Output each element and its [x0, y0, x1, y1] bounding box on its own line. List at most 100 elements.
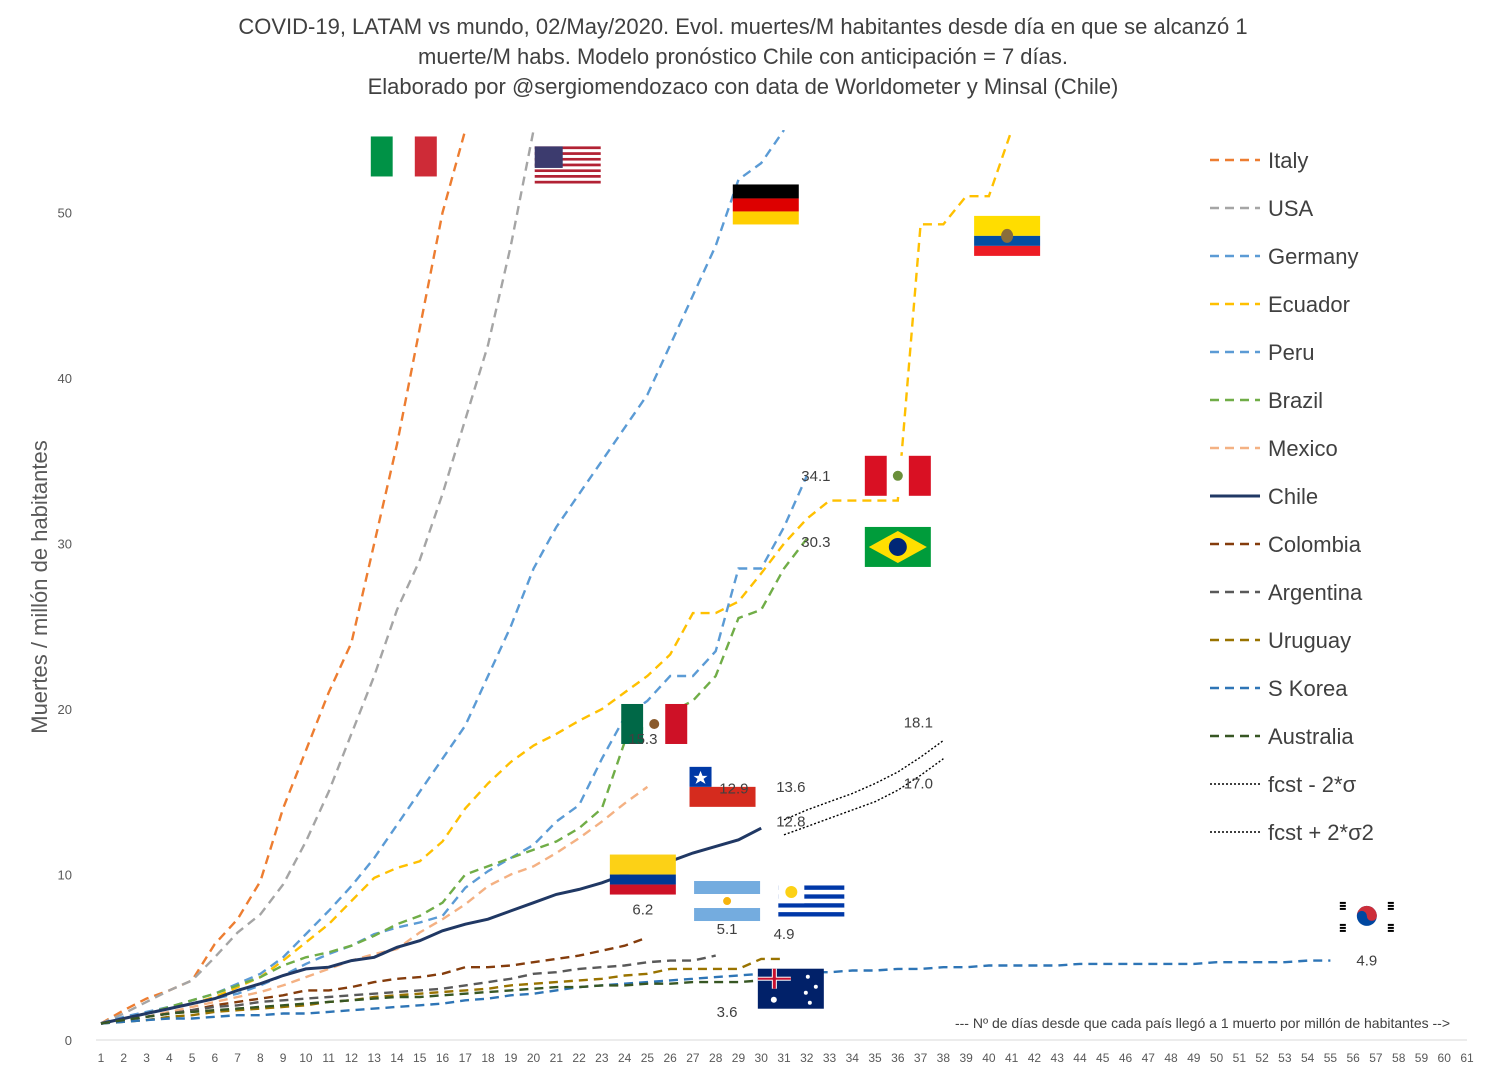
flag-argentina	[694, 881, 761, 922]
x-tick-label: 35	[868, 1051, 882, 1065]
x-tick-label: 3	[143, 1051, 150, 1065]
legend-label: Mexico	[1268, 436, 1338, 461]
x-tick-label: 42	[1028, 1051, 1042, 1065]
legend-item-italy: Italy	[1210, 148, 1308, 173]
x-tick-label: 15	[413, 1051, 427, 1065]
x-tick-label: 21	[550, 1051, 564, 1065]
x-tick-label: 61	[1460, 1051, 1474, 1065]
flag-peru	[864, 455, 931, 496]
x-tick-label: 36	[891, 1051, 905, 1065]
series-line-s-korea	[100, 959, 1331, 1025]
data-label: 4.9	[774, 926, 795, 943]
series-line-australia	[100, 979, 762, 1025]
x-tick-label: 9	[280, 1051, 287, 1065]
legend-item-chile: Chile	[1210, 484, 1318, 509]
data-label: 15.3	[628, 731, 657, 748]
x-tick-label: 32	[800, 1051, 814, 1065]
x-tick-label: 19	[504, 1051, 518, 1065]
x-tick-label: 50	[1210, 1051, 1224, 1065]
legend-item-fcst-2-2: fcst + 2*σ2	[1210, 820, 1374, 845]
legend-label: Australia	[1268, 724, 1354, 749]
series-line-peru	[100, 475, 808, 1025]
x-tick-label: 30	[755, 1051, 769, 1065]
flag-uruguay	[778, 881, 845, 922]
flag-usa	[534, 146, 601, 187]
x-tick-label: 25	[641, 1051, 655, 1065]
x-tick-label: 24	[618, 1051, 632, 1065]
y-tick-label: 20	[58, 702, 72, 717]
flag-s-korea	[1333, 895, 1400, 936]
data-label: 4.9	[1356, 953, 1377, 970]
data-label: 34.1	[801, 468, 830, 485]
x-tick-label: 16	[436, 1051, 450, 1065]
flag-colombia	[609, 854, 676, 895]
data-label: 6.2	[632, 901, 653, 918]
data-label: 5.1	[717, 921, 738, 938]
legend-label: fcst - 2*σ	[1268, 772, 1357, 797]
x-tick-label: 27	[686, 1051, 700, 1065]
series-line-usa	[100, 130, 535, 1025]
x-tick-label: 7	[234, 1051, 241, 1065]
x-tick-label: 49	[1187, 1051, 1201, 1065]
flag-brazil	[864, 526, 931, 567]
y-tick-label: 30	[58, 537, 72, 552]
x-tick-label: 47	[1142, 1051, 1156, 1065]
legend-item-germany: Germany	[1210, 244, 1358, 269]
x-tick-label: 54	[1301, 1051, 1315, 1065]
legend-label: USA	[1268, 196, 1314, 221]
legend-label: Uruguay	[1268, 628, 1351, 653]
x-tick-label: 48	[1164, 1051, 1178, 1065]
legend-label: Chile	[1268, 484, 1318, 509]
legend-item-s-korea: S Korea	[1210, 676, 1348, 701]
legend-label: Brazil	[1268, 388, 1323, 413]
series-line-italy	[100, 130, 467, 1025]
x-tick-label: 56	[1346, 1051, 1360, 1065]
flag-australia	[757, 968, 824, 1009]
legend-label: Colombia	[1268, 532, 1362, 557]
data-label: 18.1	[904, 714, 933, 731]
x-tick-label: 18	[481, 1051, 495, 1065]
x-tick-label: 33	[823, 1051, 837, 1065]
series-line-fcst-2-2	[783, 739, 944, 821]
x-tick-label: 14	[390, 1051, 404, 1065]
legend-label: S Korea	[1268, 676, 1348, 701]
legend-label: fcst + 2*σ2	[1268, 820, 1374, 845]
flag-mexico	[621, 703, 688, 744]
x-tick-label: 8	[257, 1051, 264, 1065]
legend-label: Ecuador	[1268, 292, 1350, 317]
x-tick-label: 40	[982, 1051, 996, 1065]
data-label: 12.9	[719, 781, 748, 798]
x-tick-label: 45	[1096, 1051, 1110, 1065]
x-tick-label: 17	[459, 1051, 473, 1065]
y-tick-label: 50	[58, 206, 72, 221]
title-line-2: muerte/M habs. Modelo pronóstico Chile c…	[418, 44, 1068, 69]
legend-item-ecuador: Ecuador	[1210, 292, 1350, 317]
x-tick-label: 46	[1119, 1051, 1133, 1065]
x-tick-label: 12	[345, 1051, 359, 1065]
legend-item-australia: Australia	[1210, 724, 1354, 749]
x-tick-label: 53	[1278, 1051, 1292, 1065]
flags	[370, 136, 1400, 1009]
data-label: 13.6	[776, 779, 805, 796]
series-line-mexico	[100, 785, 649, 1025]
x-tick-label: 26	[663, 1051, 677, 1065]
legend: Italy USA Germany Ecuador Peru Brazil Mexico Ch…	[1210, 148, 1374, 845]
x-tick-label: 38	[937, 1051, 951, 1065]
x-tick-label: 1	[98, 1051, 105, 1065]
legend-item-argentina: Argentina	[1210, 580, 1363, 605]
x-tick-label: 31	[777, 1051, 791, 1065]
x-tick-label: 11	[322, 1051, 335, 1065]
x-tick-label: 5	[189, 1051, 196, 1065]
series-line-germany	[100, 130, 785, 1025]
legend-item-brazil: Brazil	[1210, 388, 1323, 413]
x-tick-label: 4	[166, 1051, 173, 1065]
x-tick-label: 28	[709, 1051, 723, 1065]
legend-label: Argentina	[1268, 580, 1363, 605]
data-labels: 34.1 30.3 15.3 13.6 12.9 12.8 18.1 17.0 6.2 5.1 4.…	[628, 468, 1377, 1021]
x-tick-label: 55	[1324, 1051, 1338, 1065]
x-tick-label: 59	[1415, 1051, 1429, 1065]
x-tick-label: 10	[299, 1051, 313, 1065]
data-label: 12.8	[776, 814, 805, 831]
